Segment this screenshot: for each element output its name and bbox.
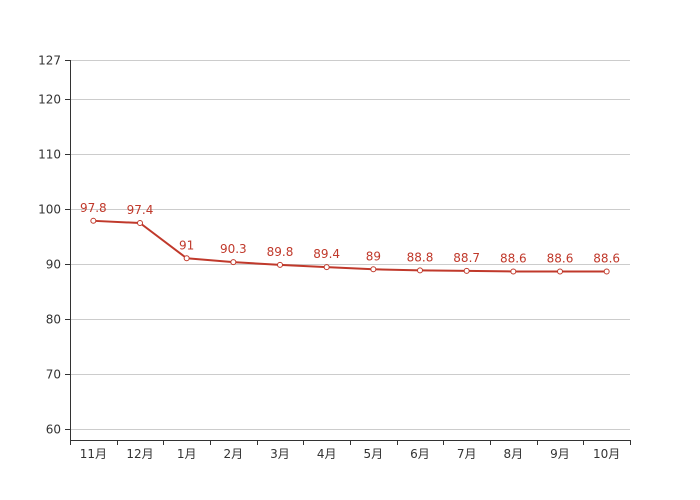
data-point <box>277 261 283 268</box>
y-tick-label: 70 <box>46 368 61 382</box>
x-tick-label: 5月 <box>364 447 384 461</box>
x-axis-ticks: 11月 12月 1月 2月 3月 4月 5月 6月 7月 8月 9月 10月 <box>70 440 631 461</box>
data-point <box>463 267 470 274</box>
y-tick-label: 90 <box>46 258 61 272</box>
data-label: 88.6 <box>593 251 620 265</box>
x-tick-label: 10月 <box>593 447 620 461</box>
data-label: 89 <box>366 249 381 263</box>
y-tick-label: 60 <box>46 423 61 437</box>
x-tick-label: 6月 <box>410 447 430 461</box>
y-tick-label: 100 <box>38 203 61 217</box>
y-tick-label: 110 <box>38 148 61 162</box>
x-tick-label: 8月 <box>504 447 524 461</box>
data-label: 88.6 <box>500 251 527 265</box>
data-label: 97.8 <box>80 201 107 215</box>
data-label: 97.4 <box>127 203 154 217</box>
data-label: 88.8 <box>407 250 434 264</box>
y-tick-label: 127 <box>38 54 61 68</box>
data-point <box>90 217 97 224</box>
x-tick-label: 1月 <box>177 447 197 461</box>
x-tick-label: 7月 <box>457 447 477 461</box>
x-tick-label: 3月 <box>270 447 290 461</box>
x-tick-label: 9月 <box>550 447 570 461</box>
data-label: 91 <box>179 238 194 252</box>
data-point <box>230 259 237 266</box>
data-point <box>370 266 377 273</box>
data-point <box>323 264 330 271</box>
data-label: 88.7 <box>453 251 480 265</box>
series <box>90 217 610 275</box>
grid-lines <box>70 60 630 430</box>
data-label: 88.6 <box>547 251 574 265</box>
x-tick-label: 12月 <box>126 447 153 461</box>
data-point <box>183 255 190 262</box>
data-label: 90.3 <box>220 242 247 256</box>
data-point <box>603 268 610 275</box>
data-labels: 97.8 97.4 91 90.3 89.8 89.4 89 88.8 88.7 88.6 88.6… <box>80 201 620 266</box>
data-point <box>417 267 423 274</box>
series-line <box>93 219 607 273</box>
axes <box>70 60 630 441</box>
data-point <box>510 268 517 275</box>
data-point <box>137 220 143 227</box>
data-label: 89.8 <box>267 245 294 259</box>
y-tick-label: 120 <box>38 93 61 107</box>
y-tick-label: 80 <box>46 313 61 327</box>
x-tick-label: 4月 <box>317 447 337 461</box>
data-point <box>557 268 563 275</box>
y-axis-ticks: 60 70 80 90 100 110 120 127 <box>38 54 70 437</box>
x-tick-label: 2月 <box>224 447 244 461</box>
x-tick-label: 11月 <box>80 447 107 461</box>
data-label: 89.4 <box>313 247 340 261</box>
